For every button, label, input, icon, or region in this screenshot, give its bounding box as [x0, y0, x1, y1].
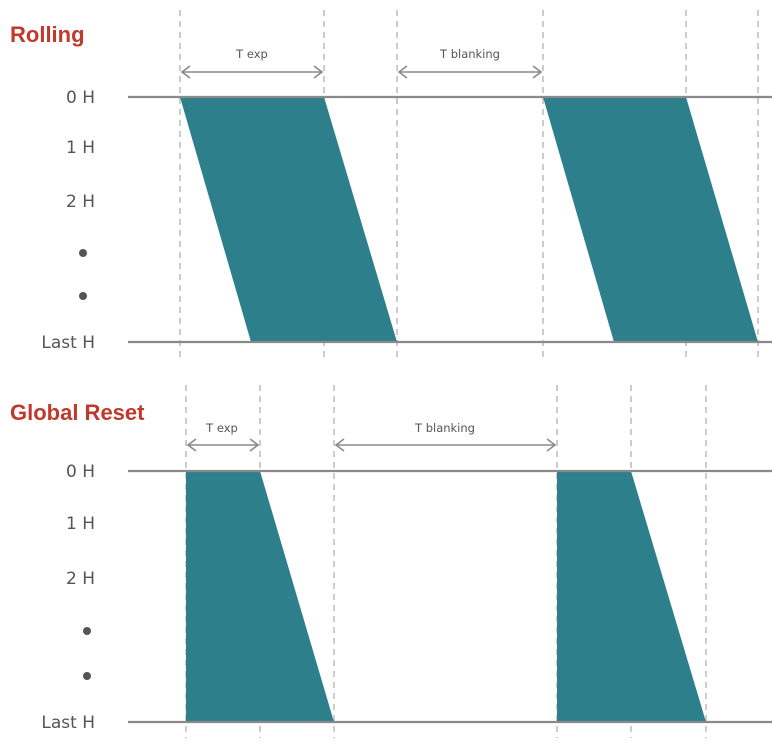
- global-exposure-band-1: [186, 471, 334, 722]
- global-t-blanking-label: T blanking: [414, 421, 475, 435]
- global-t-exp-arrow: [186, 438, 260, 452]
- global-ellipsis-dot-1: [83, 627, 91, 635]
- rolling-title: Rolling: [10, 22, 85, 47]
- global-reset-title: Global Reset: [10, 400, 145, 425]
- global-row-0h: 0 H: [66, 462, 95, 482]
- global-t-blanking-arrow: [334, 438, 557, 452]
- global-t-exp-label: T exp: [205, 421, 238, 435]
- rolling-row-0h: 0 H: [66, 88, 95, 108]
- global-exposure-band-2: [557, 471, 706, 722]
- rolling-t-exp-label: T exp: [235, 47, 268, 61]
- global-ellipsis-dot-2: [83, 672, 91, 680]
- rolling-t-blanking-arrow: [397, 65, 543, 79]
- global-row-2h: 2 H: [66, 569, 95, 589]
- rolling-t-blanking-label: T blanking: [439, 47, 500, 61]
- rolling-row-1h: 1 H: [66, 138, 95, 158]
- rolling-row-last-h: Last H: [41, 333, 95, 353]
- global-row-1h: 1 H: [66, 514, 95, 534]
- rolling-exposure-band-1: [180, 97, 397, 342]
- global-reset-panel: Global Reset T exp T blanking 0 H 1: [10, 385, 772, 738]
- global-row-last-h: Last H: [41, 713, 95, 733]
- rolling-ellipsis-dot-2: [79, 292, 87, 300]
- rolling-ellipsis-dot-1: [79, 249, 87, 257]
- rolling-exposure-band-2: [543, 97, 758, 342]
- rolling-t-exp-arrow: [180, 65, 324, 79]
- rolling-row-2h: 2 H: [66, 192, 95, 212]
- rolling-panel: Rolling T exp T blanking 0 H 1 H: [10, 10, 772, 360]
